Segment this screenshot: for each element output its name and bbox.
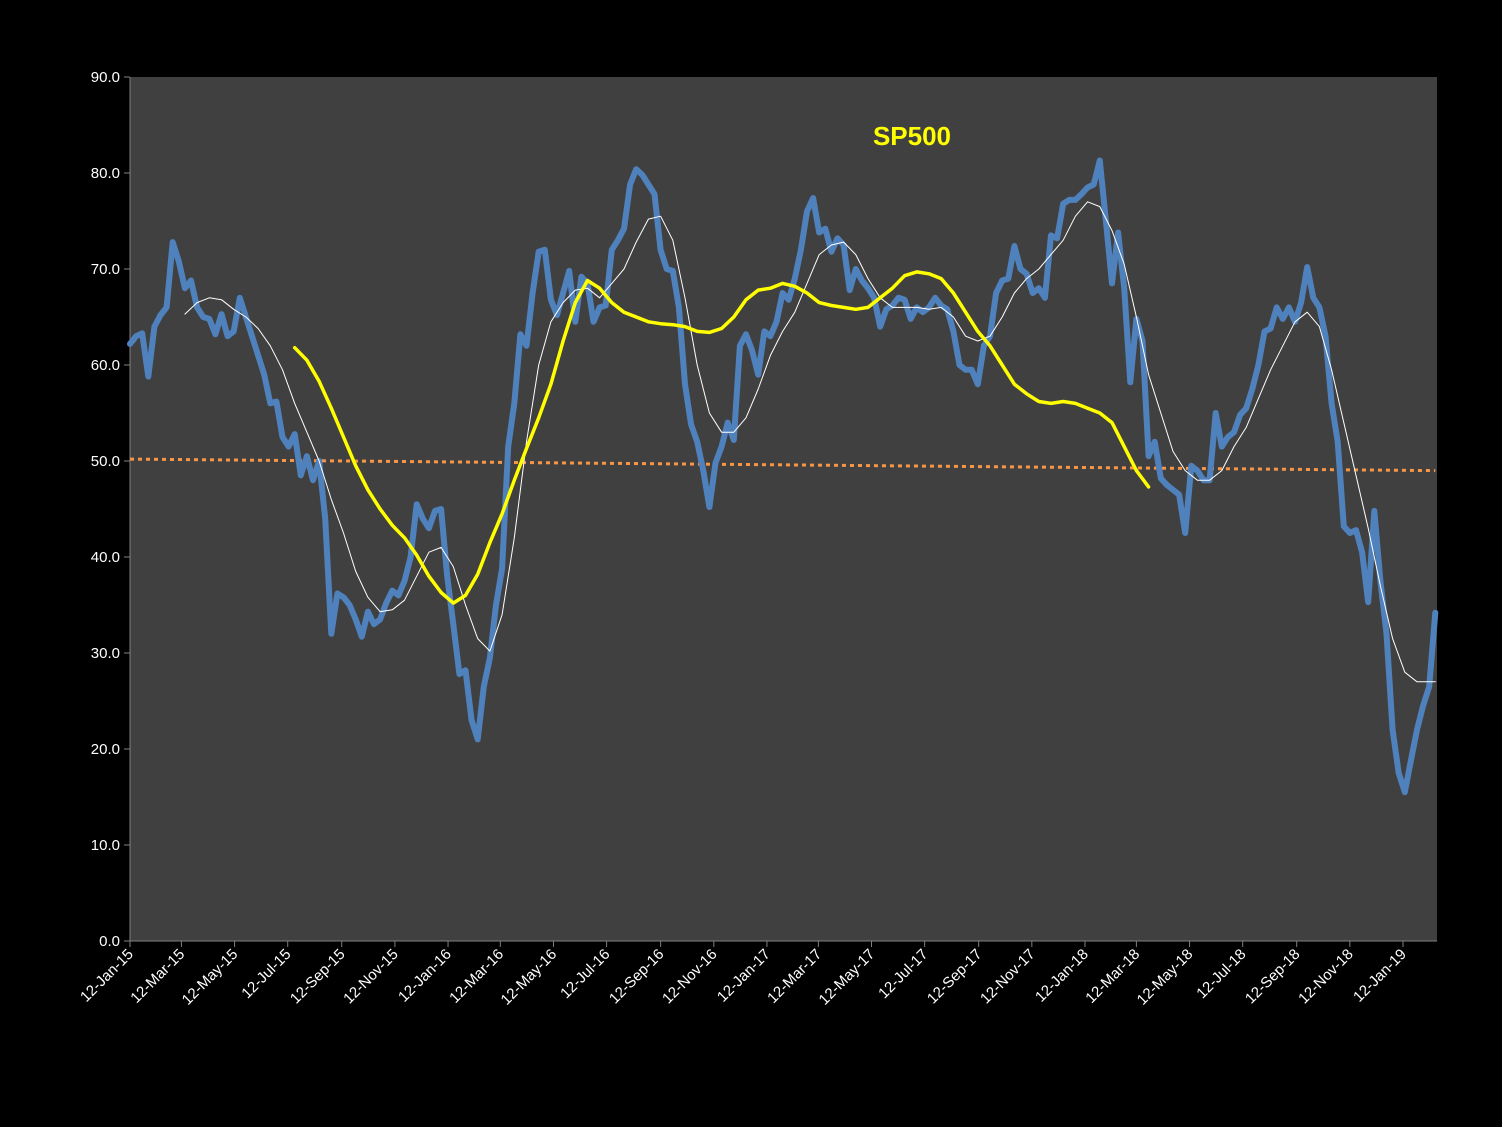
y-tick-label: 80.0 [91,165,120,182]
series-layer [127,157,1439,796]
chart-title: SP500 [873,121,951,151]
y-axis: 0.0 10.0 20.0 30.0 40.0 50.0 60.0 70.0 80.0 90.0 [91,69,131,950]
y-tick-label: 60.0 [91,357,120,374]
plot-area [130,77,1437,941]
y-tick-label: 10.0 [91,837,120,854]
y-tick-label: 70.0 [91,261,120,278]
trend-line [129,457,1436,473]
series-line-medium [292,270,1151,605]
series-line-thin [184,201,1436,683]
y-tick-label: 30.0 [91,645,120,662]
series-line-thick [127,157,1439,796]
y-tick-label: 50.0 [91,453,120,470]
y-tick-label: 90.0 [91,69,120,86]
y-tick-label: 20.0 [91,741,120,758]
y-tick-label: 40.0 [91,549,120,566]
y-tick-label: 0.0 [99,933,120,950]
